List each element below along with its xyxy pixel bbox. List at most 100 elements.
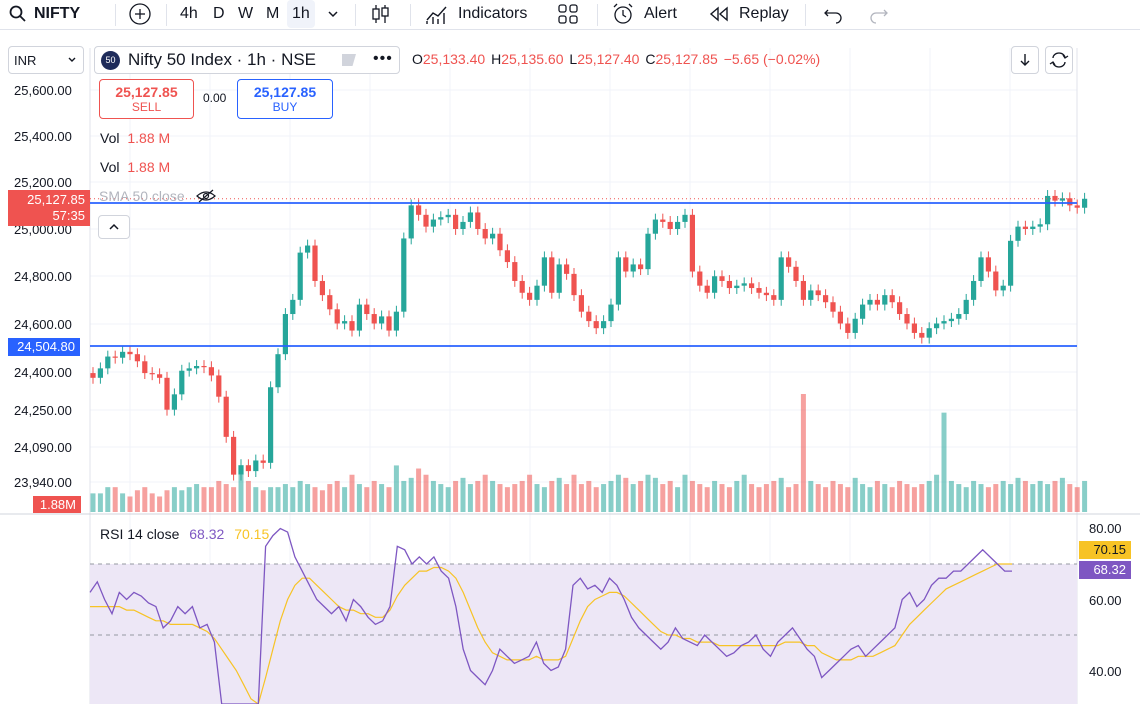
flag-icon[interactable] — [342, 54, 356, 66]
volume-bar — [1067, 484, 1073, 512]
candle-body — [578, 295, 584, 312]
compare-symbol-button[interactable] — [127, 0, 153, 28]
timeframe-dropdown[interactable] — [325, 0, 341, 28]
chart-area[interactable]: 25,600.00 25,400.00 25,200.00 25,000.00 … — [0, 38, 1140, 704]
volume-bar — [660, 484, 666, 512]
currency-select[interactable]: INR — [8, 46, 84, 74]
volume-bar — [549, 480, 555, 512]
candle-body — [630, 264, 636, 272]
candle-body — [1059, 198, 1065, 201]
candle-body — [1082, 198, 1088, 208]
volume-legend[interactable]: Vol 1.88 M — [100, 159, 170, 175]
candle-body — [223, 396, 229, 437]
candle-body — [467, 212, 473, 222]
timeframe-m[interactable]: M — [266, 5, 280, 22]
volume-bar — [157, 496, 163, 512]
volume-bar — [90, 493, 96, 512]
candle-body — [608, 304, 614, 322]
volume-bar — [453, 480, 459, 512]
candle-body — [319, 280, 325, 296]
candle-body — [638, 264, 644, 270]
sell-label: SELL — [131, 100, 162, 114]
more-options-icon[interactable]: ••• — [373, 50, 393, 67]
candle-body — [534, 285, 540, 300]
redo-icon — [870, 9, 888, 24]
volume-bar — [342, 487, 348, 512]
volume-bar — [356, 484, 362, 512]
candle-body — [245, 465, 251, 472]
volume-bar — [726, 487, 732, 512]
candle-body — [349, 321, 355, 331]
candle-body — [312, 245, 318, 281]
candle-body — [956, 314, 962, 319]
candle-body — [911, 323, 917, 333]
symbol-legend[interactable]: 50 Nifty 50 Index · 1h · NSE ••• — [94, 46, 400, 74]
candle-body — [948, 318, 954, 322]
volume-bar — [1082, 480, 1088, 512]
timeframe-1h[interactable]: 1h — [287, 0, 315, 28]
volume-bar — [897, 480, 903, 512]
candle-body — [475, 212, 481, 229]
undo-button[interactable] — [822, 0, 844, 28]
timeframe-d[interactable]: D — [213, 5, 225, 22]
candle-body — [985, 257, 991, 272]
collapse-legend-button[interactable] — [98, 215, 130, 239]
candle-body — [430, 219, 436, 227]
redo-button[interactable] — [868, 0, 890, 28]
volume-bar — [882, 484, 888, 512]
current-price-value: 25,127.85 — [27, 192, 85, 207]
indicators-button[interactable]: Indicators — [424, 0, 527, 28]
volume-bar — [911, 487, 917, 512]
volume-bar — [120, 493, 126, 512]
price-axis-label: 23,940.00 — [14, 475, 72, 490]
candle-body — [675, 221, 681, 229]
toolbar-divider — [805, 4, 806, 26]
candle-body — [305, 245, 311, 253]
replay-button[interactable]: Replay — [707, 0, 789, 28]
candle-body — [386, 316, 392, 331]
candle-body — [231, 436, 237, 475]
candle-body — [275, 354, 281, 388]
top-toolbar: NIFTY 4h D W M 1h — [0, 0, 1140, 30]
volume-bar — [179, 490, 185, 512]
candle-body — [164, 377, 170, 410]
templates-button[interactable] — [556, 0, 580, 28]
sell-button[interactable]: 25,127.85 SELL — [99, 79, 194, 119]
volume-legend[interactable]: Vol 1.88 M — [100, 130, 170, 146]
symbol-search[interactable]: NIFTY — [8, 0, 80, 28]
volume-bar — [712, 480, 718, 512]
candle-body — [268, 387, 274, 463]
volume-bar — [971, 480, 977, 512]
volume-bar — [689, 480, 695, 512]
chart-type-button[interactable] — [368, 0, 392, 28]
horizontal-line-price-tag[interactable]: 24,504.80 — [8, 338, 80, 356]
sma-legend[interactable]: SMA 50 close — [99, 188, 217, 204]
scroll-to-latest-button[interactable] — [1011, 46, 1039, 74]
candle-body — [837, 311, 843, 324]
timeframe-4h[interactable]: 4h — [180, 5, 198, 22]
volume-bar — [1074, 487, 1080, 512]
buy-button[interactable]: 25,127.85 BUY — [237, 79, 333, 119]
volume-legend-label: Vol — [100, 130, 120, 146]
timeframe-w[interactable]: W — [238, 5, 254, 22]
toolbar-divider — [355, 4, 356, 26]
volume-bar — [349, 474, 355, 512]
price-axis-label: 24,600.00 — [14, 317, 72, 332]
chart-canvas[interactable] — [0, 38, 1140, 704]
volume-legend-value: 1.88 M — [127, 130, 171, 146]
chevron-up-icon — [109, 223, 119, 230]
eye-hidden-icon[interactable] — [195, 188, 217, 204]
candle-body — [549, 257, 555, 293]
alert-button[interactable]: Alert — [610, 0, 677, 28]
volume-bar — [978, 484, 984, 512]
candle-body — [142, 361, 148, 374]
candle-body — [978, 257, 984, 281]
volume-bar — [564, 484, 570, 512]
candle-body — [889, 295, 895, 303]
toolbar-divider — [410, 4, 411, 26]
rsi-legend[interactable]: RSI 14 close 68.32 70.15 — [100, 526, 269, 542]
candle-body — [97, 368, 103, 378]
reset-chart-button[interactable] — [1045, 46, 1073, 74]
rsi-value-tag: 68.32 — [1079, 561, 1131, 579]
candle-body — [719, 276, 725, 281]
